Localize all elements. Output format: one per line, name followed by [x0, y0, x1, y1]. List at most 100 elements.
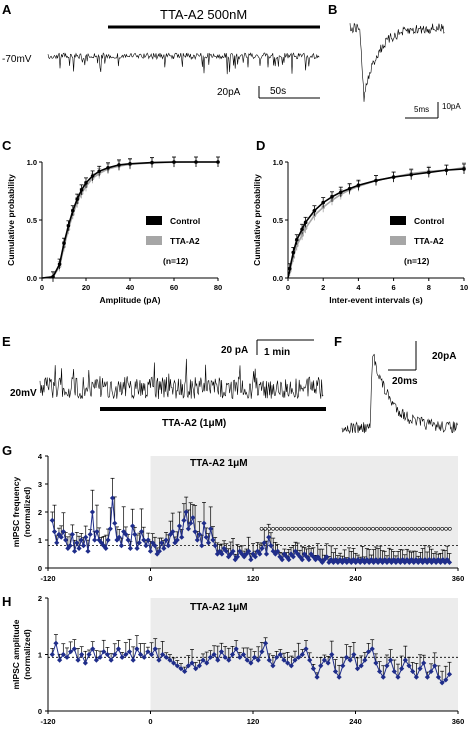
- data-point: [268, 543, 274, 549]
- x-tick-label: -120: [40, 574, 55, 583]
- significance-marker: [367, 526, 371, 531]
- data-point: [93, 657, 100, 663]
- significance-marker: [436, 526, 441, 531]
- significance-marker: [309, 526, 314, 531]
- data-point: [440, 557, 446, 563]
- data-point: [362, 559, 368, 565]
- data-point: [62, 241, 66, 245]
- data-point: [229, 651, 236, 658]
- data-point: [194, 537, 200, 543]
- data-point: [411, 559, 417, 565]
- significance-marker: [325, 526, 329, 531]
- significance-marker: [313, 526, 318, 531]
- x-tick-label: 4: [356, 283, 361, 292]
- data-point: [347, 657, 353, 663]
- y-axis-label: Cumulative probability: [252, 174, 262, 266]
- data-point: [172, 160, 176, 164]
- y-tick-label: 1: [38, 536, 42, 545]
- data-point: [234, 554, 241, 560]
- data-point: [94, 529, 100, 535]
- scale-time-f: 20ms: [392, 376, 418, 387]
- data-point: [222, 654, 228, 660]
- series-line-control: [287, 168, 465, 279]
- data-point: [156, 548, 162, 554]
- data-point: [339, 190, 343, 194]
- data-point: [123, 531, 129, 537]
- data-point: [145, 537, 151, 543]
- data-point: [275, 548, 281, 554]
- data-point: [312, 208, 317, 213]
- x-tick-label: 60: [170, 283, 178, 292]
- significance-marker: [363, 526, 368, 531]
- data-point: [295, 237, 299, 242]
- data-point: [248, 557, 254, 563]
- significance-marker: [332, 526, 337, 531]
- legend-n-c: (n=12): [163, 256, 188, 266]
- data-point: [215, 657, 221, 663]
- panel-label-h: H: [2, 594, 11, 609]
- y-tick-label: 3: [38, 480, 42, 489]
- x-tick-label: 2: [321, 283, 325, 292]
- series-line-tta-a2: [287, 167, 465, 279]
- significance-marker: [390, 526, 395, 531]
- data-point: [64, 654, 70, 660]
- data-point: [319, 559, 325, 565]
- data-point: [105, 537, 111, 543]
- holding-label-a: -70mV: [2, 54, 32, 65]
- data-point: [60, 651, 66, 658]
- data-point: [141, 654, 147, 660]
- significance-marker: [425, 526, 429, 531]
- data-point: [147, 548, 154, 554]
- data-point: [233, 646, 239, 652]
- data-point: [119, 654, 125, 660]
- scale-current-b: 10pA: [442, 102, 461, 111]
- y-tick-label: 2: [38, 508, 42, 517]
- data-point: [444, 168, 449, 172]
- significance-marker: [278, 526, 283, 531]
- data-point: [315, 554, 321, 560]
- y-tick-label: 0.5: [27, 216, 37, 225]
- data-point: [71, 548, 78, 554]
- data-point: [201, 520, 207, 526]
- data-point: [259, 545, 265, 551]
- data-point: [67, 543, 73, 549]
- data-point: [292, 548, 299, 554]
- data-point: [141, 537, 147, 543]
- data-point: [104, 651, 111, 658]
- data-point: [274, 654, 280, 660]
- data-point: [248, 660, 254, 666]
- data-point: [429, 559, 435, 565]
- data-point: [237, 654, 243, 660]
- significance-marker: [259, 526, 264, 531]
- data-point: [357, 559, 363, 565]
- data-point: [56, 531, 62, 537]
- data-point: [159, 540, 165, 546]
- data-point: [373, 660, 379, 666]
- data-point: [303, 646, 309, 652]
- data-point: [123, 651, 129, 658]
- holding-label-e: 20mV: [10, 388, 37, 399]
- data-point: [374, 178, 378, 183]
- significance-marker: [317, 526, 321, 531]
- data-point: [163, 537, 169, 543]
- data-point: [424, 674, 430, 680]
- data-point: [344, 559, 350, 565]
- data-point: [252, 554, 258, 560]
- data-point: [199, 543, 205, 549]
- data-point: [402, 657, 408, 663]
- data-point: [388, 559, 395, 565]
- data-point: [388, 657, 394, 663]
- data-point: [112, 520, 118, 526]
- data-point: [207, 654, 214, 660]
- data-point: [58, 534, 64, 540]
- data-point: [136, 540, 142, 546]
- data-point: [428, 668, 434, 675]
- data-point: [379, 559, 386, 565]
- significance-marker: [398, 526, 402, 531]
- y-tick-label: 0: [38, 707, 42, 716]
- data-point: [190, 515, 196, 521]
- legend-label-drug-d: TTA-A2: [414, 236, 444, 246]
- cdf-interval-chart: 0 2 4 6 8 10 0.0 0.5 1.0 Inter-event intervals (s…: [252, 158, 468, 305]
- data-point: [208, 526, 214, 532]
- data-point: [121, 529, 127, 535]
